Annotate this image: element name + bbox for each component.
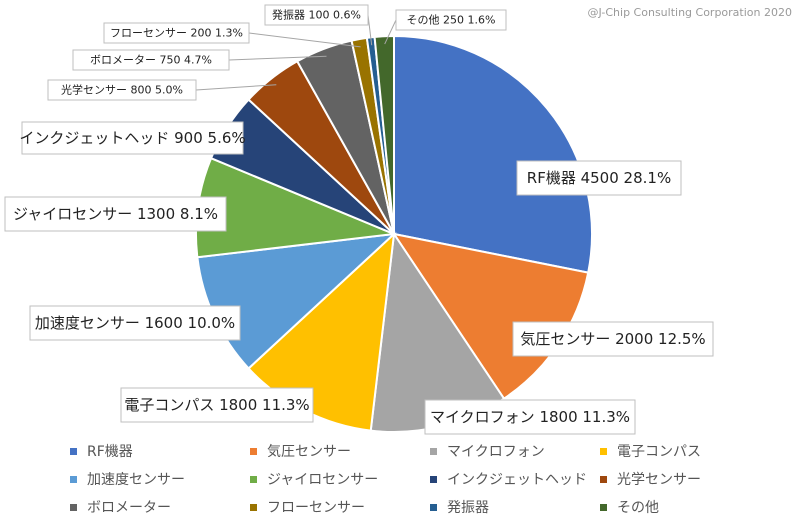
pie-slice-1: [393, 34, 593, 274]
leader-line-12: [384, 19, 397, 45]
legend-item-8: 光学センサー: [600, 468, 780, 490]
legend-label: 発振器: [447, 500, 489, 516]
legend-swatch: [430, 447, 437, 455]
pie-slice-12: [373, 34, 395, 235]
data-label-box-12: [395, 9, 507, 31]
legend-swatch: [250, 475, 257, 483]
legend-label: 光学センサー: [617, 472, 701, 488]
legend-item-11: 発振器: [430, 496, 600, 518]
legend-label: 電子コンパス: [617, 444, 701, 460]
leader-line-8: [195, 84, 277, 91]
data-label-4: 電子コンパス 1800 11.3%: [124, 396, 309, 414]
legend-label: RF機器: [87, 444, 133, 460]
legend-swatch: [430, 475, 437, 483]
legend-label: 気圧センサー: [267, 444, 351, 460]
legend-item-7: インクジェットヘッド: [430, 468, 600, 490]
legend-label: インクジェットヘッド: [447, 472, 587, 488]
legend-swatch: [600, 447, 607, 455]
legend-swatch: [600, 475, 607, 483]
data-label-5: 加速度センサー 1600 10.0%: [35, 314, 235, 332]
leader-line-9: [228, 55, 327, 61]
legend-label: 加速度センサー: [87, 472, 185, 488]
data-label-box-4: [120, 387, 314, 423]
data-label-6: ジャイロセンサー 1300 8.1%: [13, 205, 218, 223]
legend-item-10: フローセンサー: [250, 496, 430, 518]
data-label-box-8: [47, 79, 197, 101]
data-label-8: 光学センサー 800 5.0%: [61, 83, 183, 97]
legend-swatch: [250, 447, 257, 455]
data-label-2: 気圧センサー 2000 12.5%: [520, 330, 705, 348]
legend-swatch: [70, 447, 77, 455]
data-label-box-6: [4, 196, 227, 232]
legend-swatch: [70, 503, 77, 511]
legend-label: その他: [617, 500, 659, 516]
legend-swatch: [430, 503, 437, 511]
data-label-12: その他 250 1.6%: [407, 14, 496, 27]
legend-item-12: その他: [600, 496, 780, 518]
data-label-box-10: [103, 22, 250, 44]
chart-legend: RF機器 気圧センサー マイクロフォン 電子コンパス加速度センサー ジャイロセンサー イン…: [70, 440, 790, 518]
data-label-box-1: [516, 160, 682, 196]
legend-item-4: 電子コンパス: [600, 440, 780, 462]
legend-item-6: ジャイロセンサー: [250, 468, 430, 490]
data-label-9: ボロメーター 750 4.7%: [90, 54, 212, 67]
data-label-10: フローセンサー 200 1.3%: [110, 27, 243, 40]
legend-label: マイクロフォン: [447, 444, 545, 460]
leader-line-10: [248, 32, 361, 48]
data-label-box-11: [264, 4, 369, 26]
legend-label: フローセンサー: [267, 500, 365, 516]
legend-swatch: [70, 475, 77, 483]
legend-item-9: ボロメーター: [70, 496, 250, 518]
data-label-box-9: [72, 49, 230, 71]
leader-line-11: [367, 14, 373, 46]
legend-item-3: マイクロフォン: [430, 440, 600, 462]
data-label-11: 発振器 100 0.6%: [272, 8, 361, 22]
legend-label: ボロメーター: [87, 500, 171, 516]
legend-item-5: 加速度センサー: [70, 468, 250, 490]
data-label-1: RF機器 4500 28.1%: [527, 169, 671, 187]
data-label-box-7: [21, 121, 244, 155]
data-label-3: マイクロフォン 1800 11.3%: [430, 408, 630, 426]
legend-swatch: [250, 503, 257, 511]
legend-item-2: 気圧センサー: [250, 440, 430, 462]
data-label-7: インクジェットヘッド 900 5.6%: [19, 129, 245, 147]
data-label-box-2: [512, 321, 714, 357]
legend-swatch: [600, 503, 607, 511]
legend-label: ジャイロセンサー: [267, 472, 379, 488]
data-label-box-3: [424, 399, 636, 435]
copyright-text: @J-Chip Consulting Corporation 2020: [587, 6, 792, 19]
legend-item-1: RF機器: [70, 440, 250, 462]
data-label-box-5: [29, 305, 241, 341]
